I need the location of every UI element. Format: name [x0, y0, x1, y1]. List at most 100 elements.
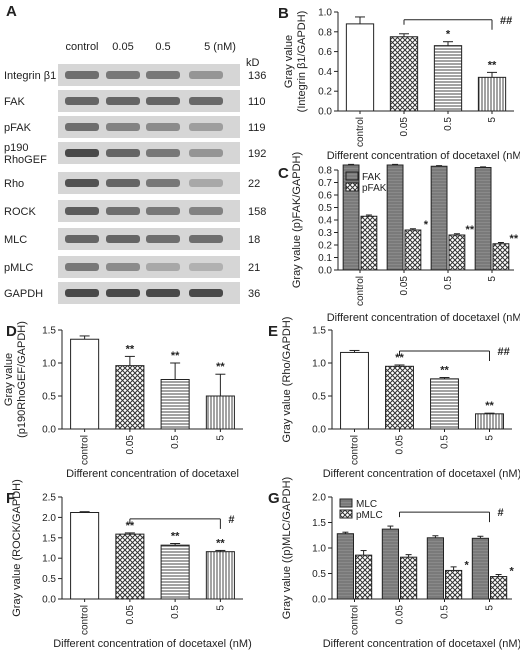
bar [492, 243, 510, 271]
panel-letter-a: A [6, 3, 17, 20]
blot-band [65, 289, 99, 297]
legend-label: FAK [362, 172, 381, 183]
legend-swatch [339, 509, 353, 519]
panel-letter: C [278, 165, 289, 182]
blot-band [106, 235, 140, 243]
blot-band [189, 179, 223, 187]
y-tick-label: 0.1 [318, 253, 332, 264]
blot-band [189, 263, 223, 271]
legend-swatch [345, 182, 359, 192]
y-axis-label: (p190RhoGEF/GAPDH) [16, 321, 28, 438]
significance-label: * [465, 559, 470, 571]
blot-kd-value: 119 [248, 122, 266, 134]
y-tick-label: 1.0 [42, 554, 56, 565]
blot-band [146, 263, 180, 271]
x-tick-label: 0.5 [440, 435, 451, 449]
panel-letter: G [268, 490, 280, 507]
blot-row-label: GAPDH [4, 288, 43, 300]
y-tick-label: 0.3 [318, 228, 332, 239]
y-tick-label: 0.0 [312, 595, 326, 606]
y-tick-label: 0.5 [312, 569, 326, 580]
x-tick-label: 5 [487, 117, 498, 123]
y-tick-label: 1.0 [312, 544, 326, 555]
blot-band [65, 235, 99, 243]
y-tick-label: 0.2 [318, 87, 332, 98]
y-axis-label: Gray value ((p)MLC/GAPDH) [281, 477, 293, 619]
blot-kd-value: 36 [248, 288, 260, 300]
y-tick-label: 0.5 [312, 392, 326, 403]
y-tick-label: 0.8 [318, 166, 332, 177]
bar [430, 165, 448, 271]
x-tick-label: control [350, 435, 361, 465]
blot-band [106, 179, 140, 187]
bar [70, 338, 100, 430]
blot-row-label: p190 [4, 142, 28, 154]
bar [389, 36, 419, 112]
panel-letter: D [6, 323, 17, 340]
bracket-label: ## [500, 15, 512, 27]
legend-label: MLC [356, 499, 377, 510]
x-tick-label: 5 [215, 435, 226, 441]
panel-letter: F [6, 490, 15, 507]
bar [381, 528, 400, 600]
blot-row-label: pFAK [4, 122, 32, 134]
bar [205, 395, 235, 430]
blot-column-header: 0.5 [155, 41, 170, 53]
legend-swatch [345, 171, 359, 181]
blot-band [189, 207, 223, 215]
y-tick-label: 1.5 [312, 518, 326, 529]
bar [490, 576, 508, 600]
y-tick-label: 1.5 [42, 326, 56, 337]
blot-band [106, 263, 140, 271]
x-tick-label: control [80, 435, 91, 465]
bar [475, 413, 504, 430]
significance-label: ** [466, 224, 475, 236]
blot-band [146, 123, 180, 131]
x-tick-label: 0.05 [395, 435, 406, 455]
bar [477, 76, 507, 112]
x-tick-label: 0.5 [443, 117, 454, 131]
y-tick-label: 0.4 [318, 216, 332, 227]
bar [336, 533, 355, 600]
blot-band [106, 97, 140, 105]
significance-label: ** [510, 233, 519, 245]
legend-swatch [339, 498, 353, 508]
blot-row-label: Rho [4, 178, 24, 190]
bar [340, 351, 369, 430]
y-tick-label: 0.6 [318, 47, 332, 58]
blot-band [189, 235, 223, 243]
x-axis-label: Different concentration of docetaxel (nM… [327, 150, 520, 162]
blot-band [65, 179, 99, 187]
y-axis-label: Gray value [3, 353, 15, 406]
bar [445, 569, 463, 600]
legend-label: pMLC [356, 510, 383, 521]
blot-row-label: pMLC [4, 262, 33, 274]
bar [70, 512, 100, 600]
bar [160, 544, 190, 600]
blot-band [65, 149, 99, 157]
x-tick-label: 0.05 [125, 435, 136, 455]
bar [433, 45, 463, 112]
bracket-label: ## [498, 346, 510, 358]
x-tick-label: 0.5 [170, 605, 181, 619]
y-axis-label: Gray value [283, 35, 295, 88]
bar [355, 554, 373, 600]
panel-letter: E [268, 323, 278, 340]
significance-label: * [510, 566, 515, 578]
blot-band [65, 97, 99, 105]
bar [115, 365, 145, 430]
blot-band [189, 289, 223, 297]
y-axis-label: Gray value (Rho/GAPDH) [281, 317, 293, 443]
blot-kd-value: 18 [248, 234, 260, 246]
blot-row-label: MLC [4, 234, 27, 246]
blot-band [65, 71, 99, 79]
y-tick-label: 0.0 [318, 107, 332, 118]
y-axis-label: Gray value (p)FAK/GAPDH) [291, 152, 303, 288]
y-tick-label: 0.0 [42, 595, 56, 606]
y-axis-label: Gray value (ROCK/GAPDH) [11, 479, 23, 617]
y-tick-label: 0.4 [318, 67, 332, 78]
blot-band [189, 149, 223, 157]
blot-column-header: 5 (nM) [204, 41, 236, 53]
